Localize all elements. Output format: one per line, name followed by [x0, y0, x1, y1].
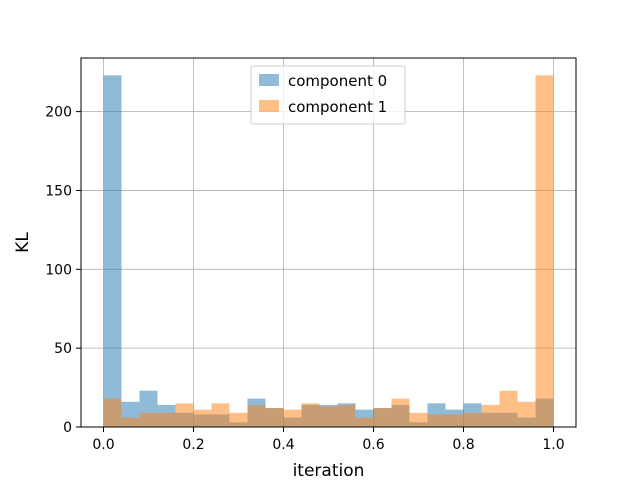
bar-component-1-bin-1 — [121, 417, 140, 427]
bars — [103, 75, 554, 427]
bar-component-1-bin-19 — [445, 414, 464, 427]
y-tick-label: 0 — [63, 420, 72, 436]
bar-component-1-bin-0 — [103, 398, 122, 427]
bar-component-1-bin-14 — [355, 417, 374, 427]
legend-label: component 0 — [288, 72, 387, 90]
legend-swatch — [259, 74, 279, 86]
legend: component 0 component 1 — [250, 65, 406, 125]
bar-component-1-bin-17 — [409, 412, 428, 427]
bar-component-1-bin-5 — [193, 409, 212, 427]
bar-component-1-bin-12 — [319, 406, 338, 427]
bar-component-1-bin-22 — [499, 390, 518, 427]
x-tick-label: 0.4 — [272, 437, 294, 453]
y-tick-label: 150 — [45, 183, 72, 199]
x-tick-label: 0.8 — [452, 437, 474, 453]
bar-component-1-bin-2 — [139, 412, 158, 427]
bar-component-1-bin-11 — [301, 403, 320, 427]
bar-component-1-bin-9 — [265, 408, 284, 427]
legend-swatch — [259, 100, 279, 112]
bar-component-1-bin-24 — [535, 75, 554, 427]
bar-component-1-bin-23 — [517, 401, 536, 427]
bar-component-1-bin-6 — [211, 403, 230, 427]
y-tick-label: 100 — [45, 262, 72, 278]
x-tick-label: 0.2 — [182, 437, 204, 453]
bar-component-1-bin-10 — [283, 409, 302, 427]
bar-component-1-bin-3 — [157, 412, 176, 427]
legend-label: component 1 — [288, 98, 387, 116]
legend-box — [250, 65, 406, 125]
y-tick-label: 50 — [54, 341, 72, 357]
y-tick-label: 200 — [45, 105, 72, 121]
bar-component-1-bin-21 — [481, 404, 500, 427]
bar-component-1-bin-4 — [175, 403, 194, 427]
bar-component-1-bin-7 — [229, 412, 248, 427]
bar-component-1-bin-18 — [427, 414, 446, 427]
x-axis-label: iteration — [293, 461, 365, 480]
x-tick-label: 0.6 — [362, 437, 384, 453]
bar-component-1-bin-20 — [463, 412, 482, 427]
bar-component-1-bin-13 — [337, 404, 356, 427]
axis-ticks: 0.0 0.2 0.4 0.6 0.8 1.0 0 50 100 150 200 — [45, 105, 564, 453]
bar-component-1-bin-8 — [247, 404, 266, 427]
bar-component-0-bin-0 — [103, 75, 122, 427]
x-tick-label: 1.0 — [542, 437, 564, 453]
bar-component-1-bin-15 — [373, 408, 392, 427]
plot-frame — [80, 57, 577, 428]
bar-component-1-bin-16 — [391, 398, 410, 427]
x-tick-label: 0.0 — [92, 437, 114, 453]
y-axis-label: KL — [13, 232, 33, 253]
